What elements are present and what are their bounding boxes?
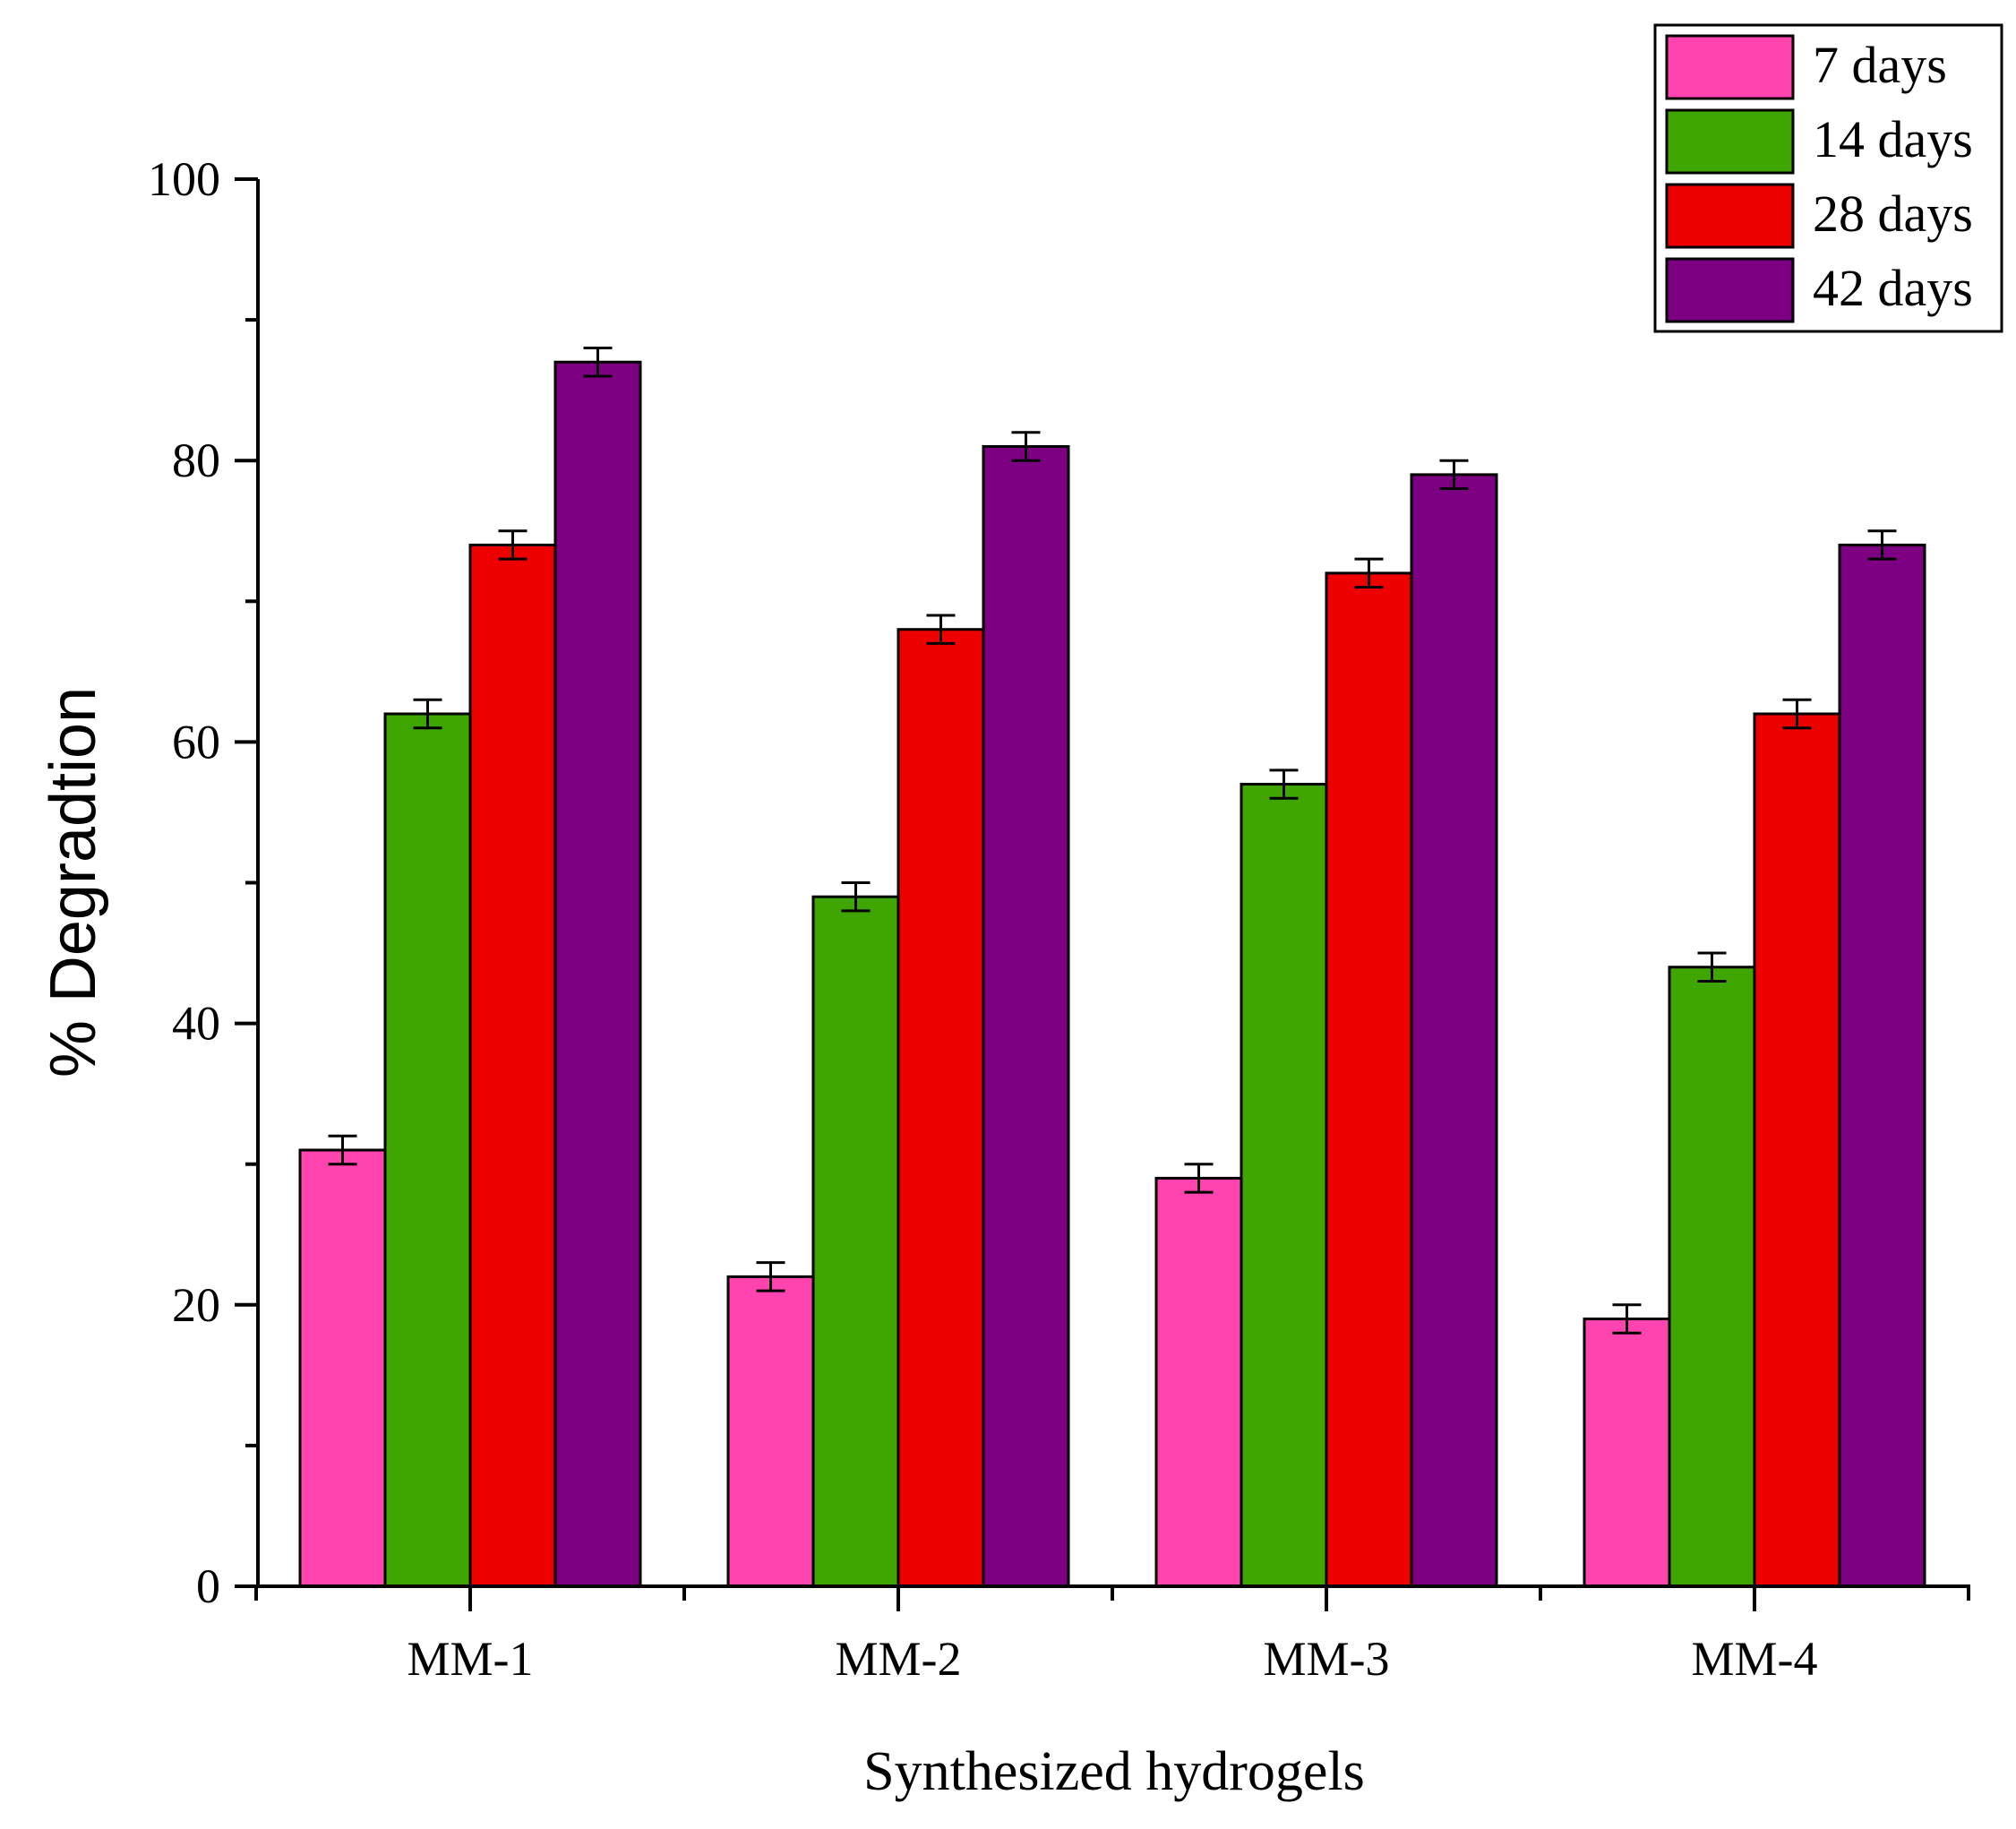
error-bar-mm-2-28-days	[926, 614, 956, 645]
error-bar-mm-3-14-days	[1269, 769, 1299, 800]
y-tick-label: 80	[172, 434, 220, 487]
legend-swatch	[1665, 183, 1795, 249]
error-bar-mm-2-14-days	[841, 881, 871, 913]
y-tick-label: 60	[172, 715, 220, 769]
bar-mm-4-7-days	[1583, 1318, 1671, 1588]
bar-mm-2-42-days	[982, 444, 1070, 1588]
error-bar-mm-1-28-days	[498, 529, 528, 561]
error-bar-mm-3-7-days	[1184, 1163, 1214, 1194]
bar-mm-2-28-days	[896, 628, 985, 1588]
bar-mm-1-42-days	[553, 360, 642, 1588]
error-bar-mm-4-7-days	[1612, 1303, 1642, 1335]
bars-layer	[298, 347, 1926, 1588]
legend-label: 28 days	[1813, 185, 1973, 243]
y-tick-label: 40	[172, 997, 220, 1051]
error-bar-mm-1-7-days	[328, 1134, 357, 1166]
y-tick-label: 100	[148, 152, 220, 206]
axes-layer: 0 20 40 60 80 100 MM-1 MM-2 MM-3 MM-4 Synthesized …	[38, 152, 1970, 1802]
error-bar-mm-3-42-days	[1439, 459, 1469, 491]
error-bar-mm-4-42-days	[1867, 529, 1897, 561]
legend-label: 7 days	[1813, 36, 1947, 94]
legend: 7 days 14 days 28 days 42 days	[1653, 23, 2003, 333]
bar-mm-3-42-days	[1410, 473, 1498, 1588]
legend-label: 42 days	[1813, 259, 1973, 317]
y-tick-label: 20	[172, 1278, 220, 1332]
legend-label: 14 days	[1813, 110, 1973, 168]
bar-mm-4-14-days	[1668, 966, 1756, 1588]
bar-mm-3-28-days	[1325, 571, 1413, 1588]
x-tick-label: MM-3	[1263, 1632, 1389, 1686]
error-bar-mm-2-7-days	[756, 1261, 785, 1292]
error-bar-mm-4-28-days	[1782, 698, 1812, 730]
bar-mm-3-7-days	[1154, 1176, 1243, 1588]
legend-swatch	[1665, 108, 1795, 175]
legend-swatch	[1665, 257, 1795, 323]
bar-mm-4-28-days	[1753, 712, 1841, 1588]
x-axis-title: Synthesized hydrogels	[863, 1741, 1365, 1802]
bar-mm-4-42-days	[1838, 543, 1926, 1588]
y-tick-label: 0	[196, 1559, 220, 1613]
bar-mm-3-14-days	[1240, 783, 1328, 1588]
y-axis-title: % Degradtion	[38, 687, 109, 1078]
bar-mm-2-14-days	[811, 895, 900, 1588]
x-tick-label: MM-4	[1691, 1632, 1817, 1686]
x-tick-label: MM-2	[835, 1632, 961, 1686]
error-bar-mm-1-14-days	[413, 698, 442, 730]
bar-mm-1-28-days	[468, 543, 557, 1588]
error-bar-mm-3-28-days	[1354, 557, 1384, 589]
bar-mm-2-7-days	[726, 1275, 815, 1588]
legend-swatch	[1665, 34, 1795, 100]
error-bar-mm-4-14-days	[1697, 951, 1727, 983]
bar-mm-1-14-days	[383, 712, 472, 1588]
x-tick-label: MM-1	[407, 1632, 533, 1686]
bar-mm-1-7-days	[298, 1148, 387, 1588]
error-bar-mm-2-42-days	[1011, 431, 1041, 462]
error-bar-mm-1-42-days	[583, 347, 613, 378]
